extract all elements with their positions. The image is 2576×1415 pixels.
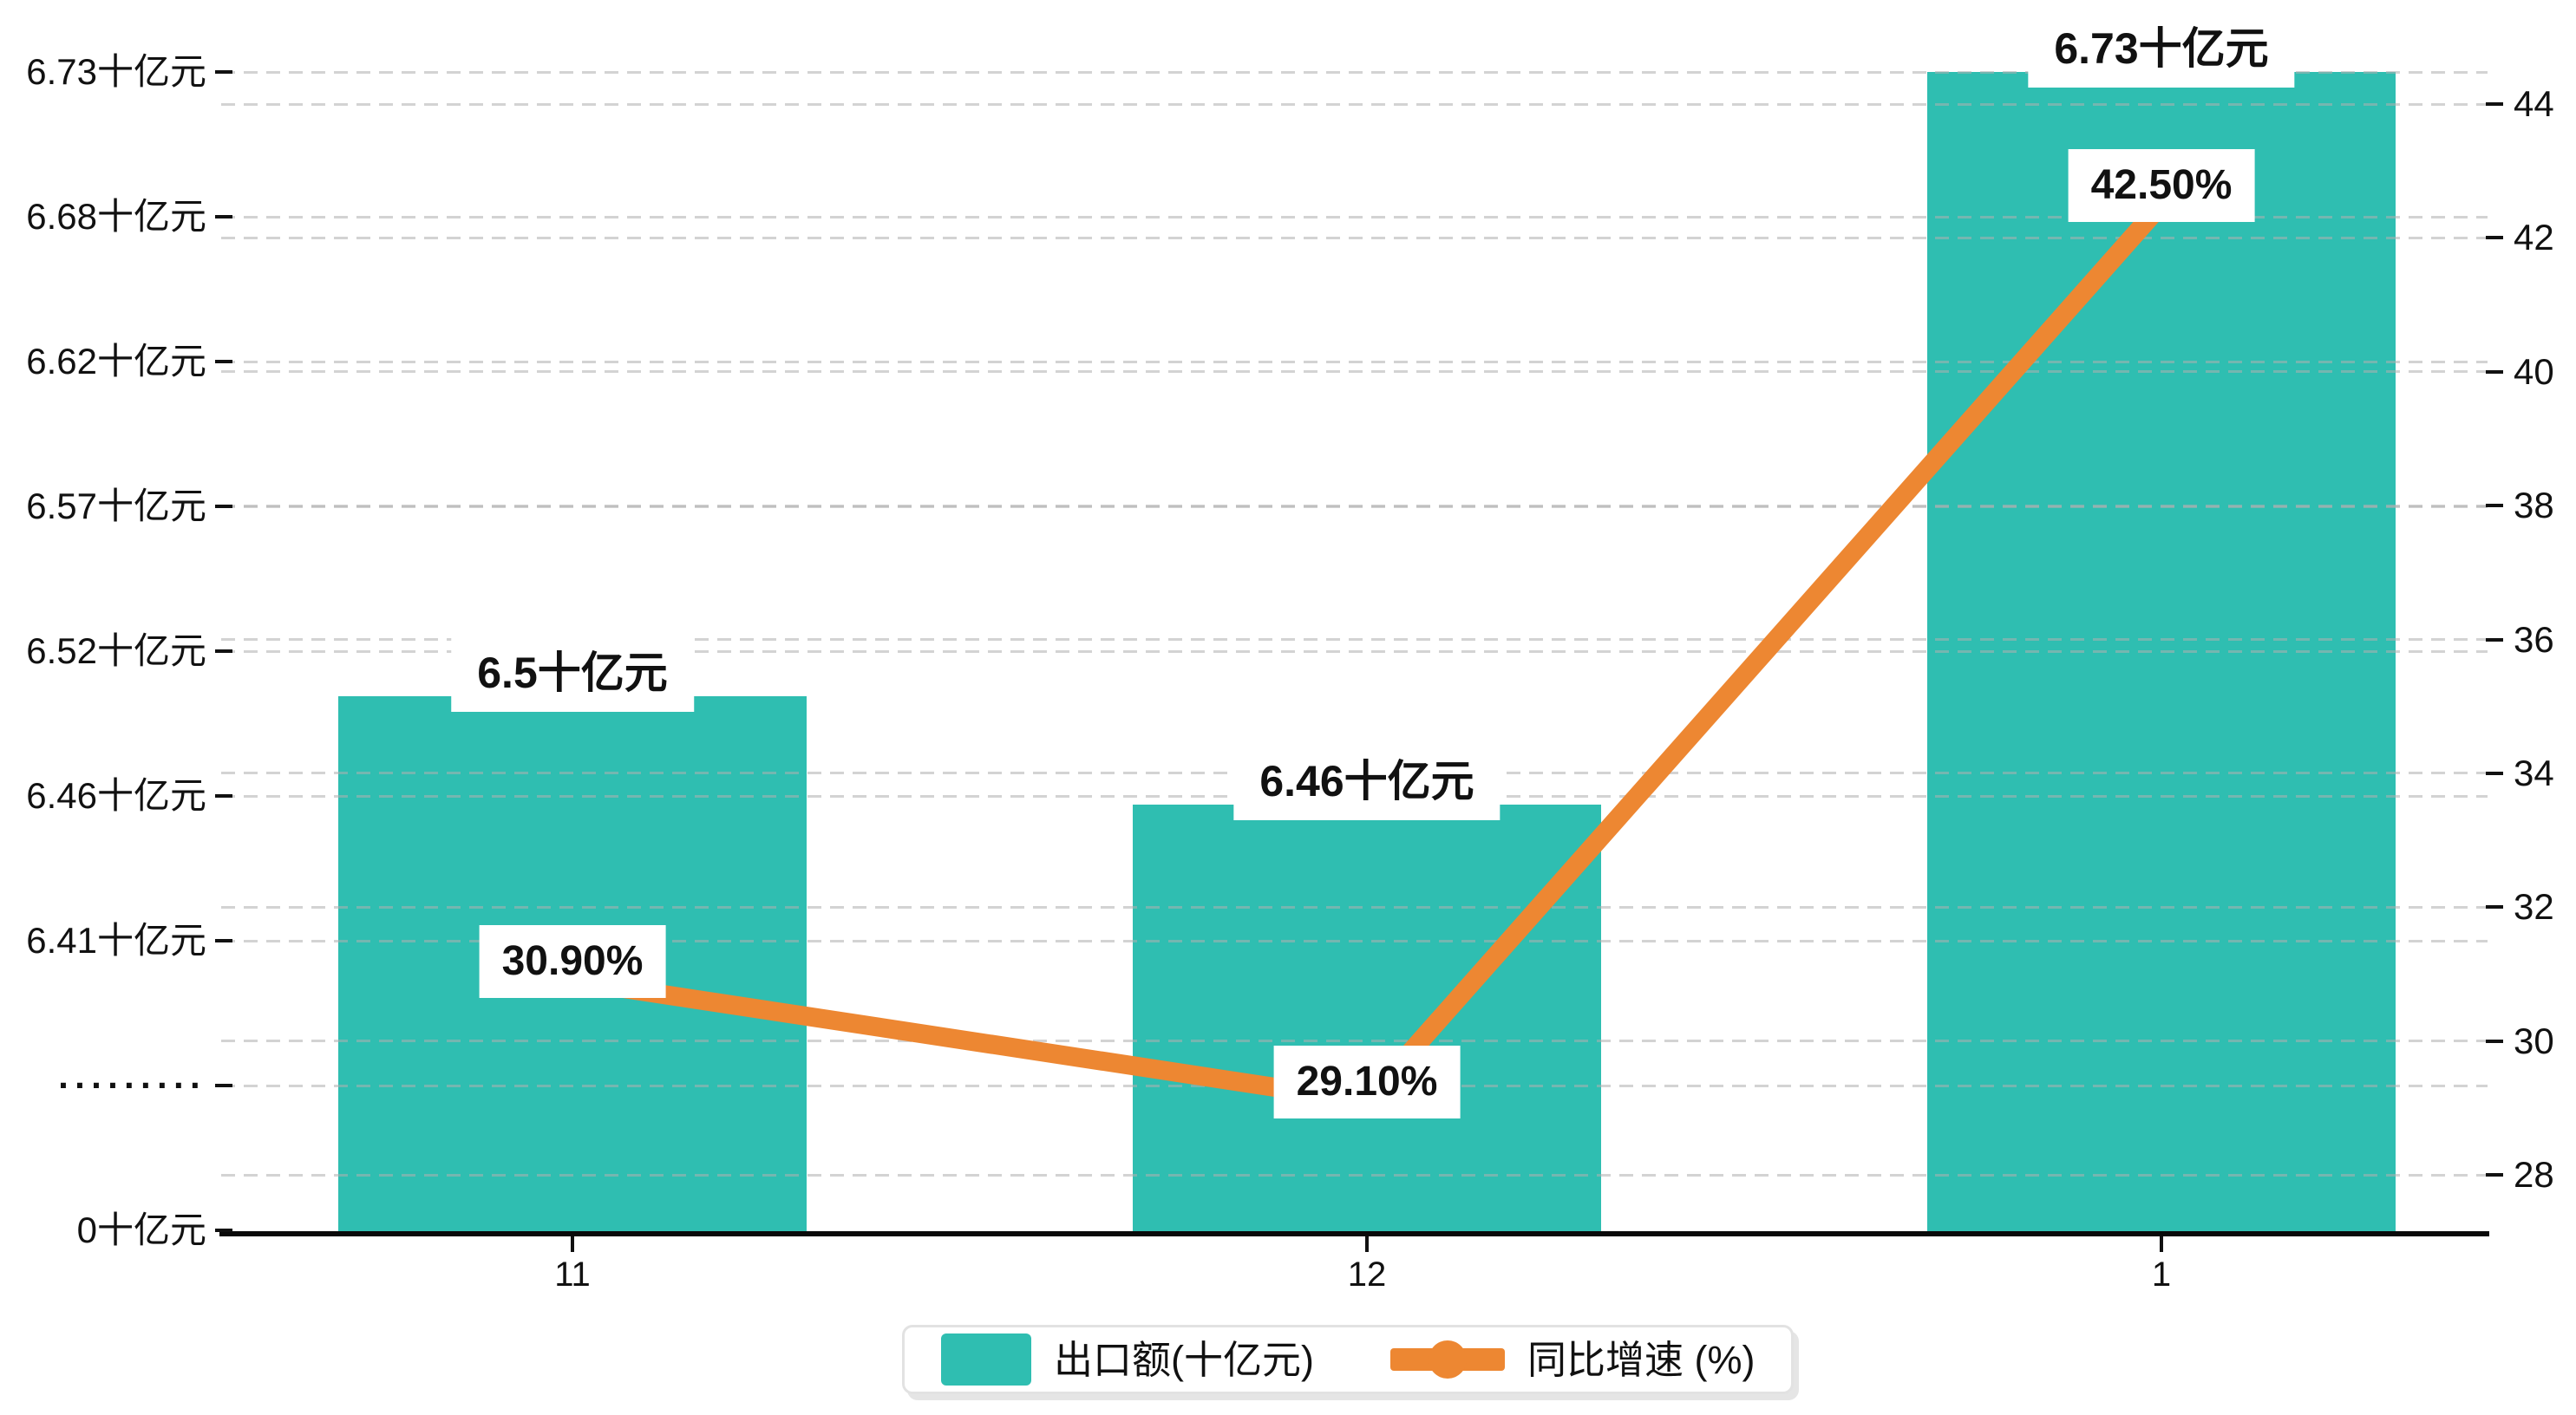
right-axis-tick	[2486, 1039, 2503, 1043]
left-axis-tick	[215, 1229, 232, 1232]
left-axis-tick	[215, 505, 232, 508]
right-axis-label: 32	[2514, 886, 2554, 928]
line-value-label: 29.10%	[1273, 1046, 1461, 1119]
legend-label-export-amount: 出口额(十亿元)	[1054, 1337, 1314, 1382]
bar-value-label: 6.73十亿元	[2028, 10, 2295, 88]
legend-item-export-amount[interactable]: 出口额(十亿元)	[941, 1333, 1314, 1386]
line-series-marker-icon	[1389, 1340, 1505, 1379]
right-axis-tick	[2486, 905, 2503, 910]
bar-value-label: 6.46十亿元	[1233, 742, 1500, 821]
right-axis-label: 36	[2514, 618, 2554, 660]
gridline-right-40	[221, 370, 2488, 374]
x-axis-line	[219, 1231, 2489, 1236]
x-axis-tick	[571, 1236, 574, 1252]
left-axis-tick	[215, 215, 232, 218]
legend: 出口额(十亿元) 同比增速 (%)	[902, 1325, 1795, 1394]
left-axis-label: ·········	[58, 1065, 206, 1105]
gridline-left-6	[221, 360, 2488, 363]
right-axis-tick	[2486, 236, 2503, 240]
right-axis-tick	[2486, 771, 2503, 775]
right-axis-tick	[2486, 369, 2503, 374]
right-axis-label: 42	[2514, 217, 2554, 258]
x-axis-tick	[2160, 1236, 2163, 1252]
left-axis-label: 6.41十亿元	[26, 920, 206, 961]
right-axis-label: 34	[2514, 752, 2554, 793]
left-axis-tick	[215, 1084, 232, 1087]
x-axis-label-1: 1	[2151, 1255, 2172, 1294]
left-axis-label: 6.57十亿元	[26, 486, 206, 526]
line-value-label: 42.50%	[2068, 148, 2255, 222]
x-axis-tick	[1365, 1236, 1369, 1252]
gridline-right-38	[221, 504, 2488, 507]
gridline-left-8	[221, 70, 2488, 74]
right-axis-label: 38	[2514, 485, 2554, 526]
gridline-right-36	[221, 638, 2488, 641]
left-axis-label: 6.68十亿元	[26, 196, 206, 237]
left-axis-label: 6.62十亿元	[26, 341, 206, 381]
gridline-right-32	[221, 905, 2488, 909]
bar-series-swatch-icon	[941, 1333, 1031, 1386]
left-axis-label: 6.73十亿元	[26, 51, 206, 92]
left-axis-label: 6.46十亿元	[26, 775, 206, 816]
x-axis-label-11: 11	[554, 1255, 591, 1294]
right-axis-label: 40	[2514, 350, 2554, 392]
left-axis-label: 0十亿元	[76, 1210, 206, 1250]
line-value-label: 30.90%	[479, 925, 666, 999]
gridline-right-44	[221, 102, 2488, 106]
legend-label-yoy-growth: 同比增速 (%)	[1527, 1337, 1755, 1382]
left-axis-tick	[215, 939, 232, 942]
right-axis-tick	[2486, 637, 2503, 642]
gridline-left-2	[221, 939, 2488, 942]
left-axis-tick	[215, 360, 232, 363]
gridline-right-30	[221, 1040, 2488, 1043]
gridline-right-28	[221, 1173, 2488, 1177]
right-axis-label: 28	[2514, 1154, 2554, 1195]
gridline-right-42	[221, 236, 2488, 239]
right-axis-label: 30	[2514, 1020, 2554, 1061]
right-axis-tick	[2486, 504, 2503, 508]
left-axis-label: 6.52十亿元	[26, 630, 206, 671]
legend-item-yoy-growth[interactable]: 同比增速 (%)	[1389, 1337, 1755, 1382]
left-axis-tick	[215, 70, 232, 74]
left-axis-tick	[215, 649, 232, 653]
right-axis-label: 44	[2514, 83, 2554, 124]
right-axis-tick	[2486, 1173, 2503, 1177]
right-axis-tick	[2486, 102, 2503, 106]
gridline-left-7	[221, 215, 2488, 218]
bar-12	[1133, 805, 1601, 1234]
bar-value-label: 6.5十亿元	[451, 634, 694, 713]
left-axis-tick	[215, 794, 232, 798]
x-axis-label-12: 12	[1347, 1255, 1387, 1294]
gridline-left-4	[221, 649, 2488, 653]
